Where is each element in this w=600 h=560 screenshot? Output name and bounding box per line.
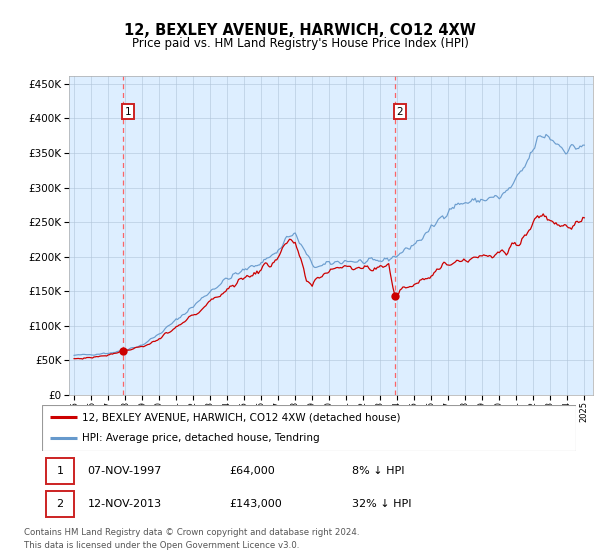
FancyBboxPatch shape <box>46 458 74 484</box>
Text: 2: 2 <box>56 499 64 509</box>
Text: 12, BEXLEY AVENUE, HARWICH, CO12 4XW: 12, BEXLEY AVENUE, HARWICH, CO12 4XW <box>124 24 476 38</box>
Text: 1: 1 <box>125 106 131 116</box>
Text: Price paid vs. HM Land Registry's House Price Index (HPI): Price paid vs. HM Land Registry's House … <box>131 37 469 50</box>
Text: HPI: Average price, detached house, Tendring: HPI: Average price, detached house, Tend… <box>82 433 320 444</box>
Text: 1: 1 <box>56 466 64 476</box>
Text: Contains HM Land Registry data © Crown copyright and database right 2024.
This d: Contains HM Land Registry data © Crown c… <box>24 528 359 549</box>
Text: 32% ↓ HPI: 32% ↓ HPI <box>352 499 411 509</box>
Text: £143,000: £143,000 <box>229 499 281 509</box>
Text: £64,000: £64,000 <box>229 466 275 476</box>
Text: 12, BEXLEY AVENUE, HARWICH, CO12 4XW (detached house): 12, BEXLEY AVENUE, HARWICH, CO12 4XW (de… <box>82 412 401 422</box>
FancyBboxPatch shape <box>46 491 74 517</box>
Text: 2: 2 <box>397 106 403 116</box>
Text: 07-NOV-1997: 07-NOV-1997 <box>88 466 162 476</box>
Text: 12-NOV-2013: 12-NOV-2013 <box>88 499 161 509</box>
Text: 8% ↓ HPI: 8% ↓ HPI <box>352 466 404 476</box>
